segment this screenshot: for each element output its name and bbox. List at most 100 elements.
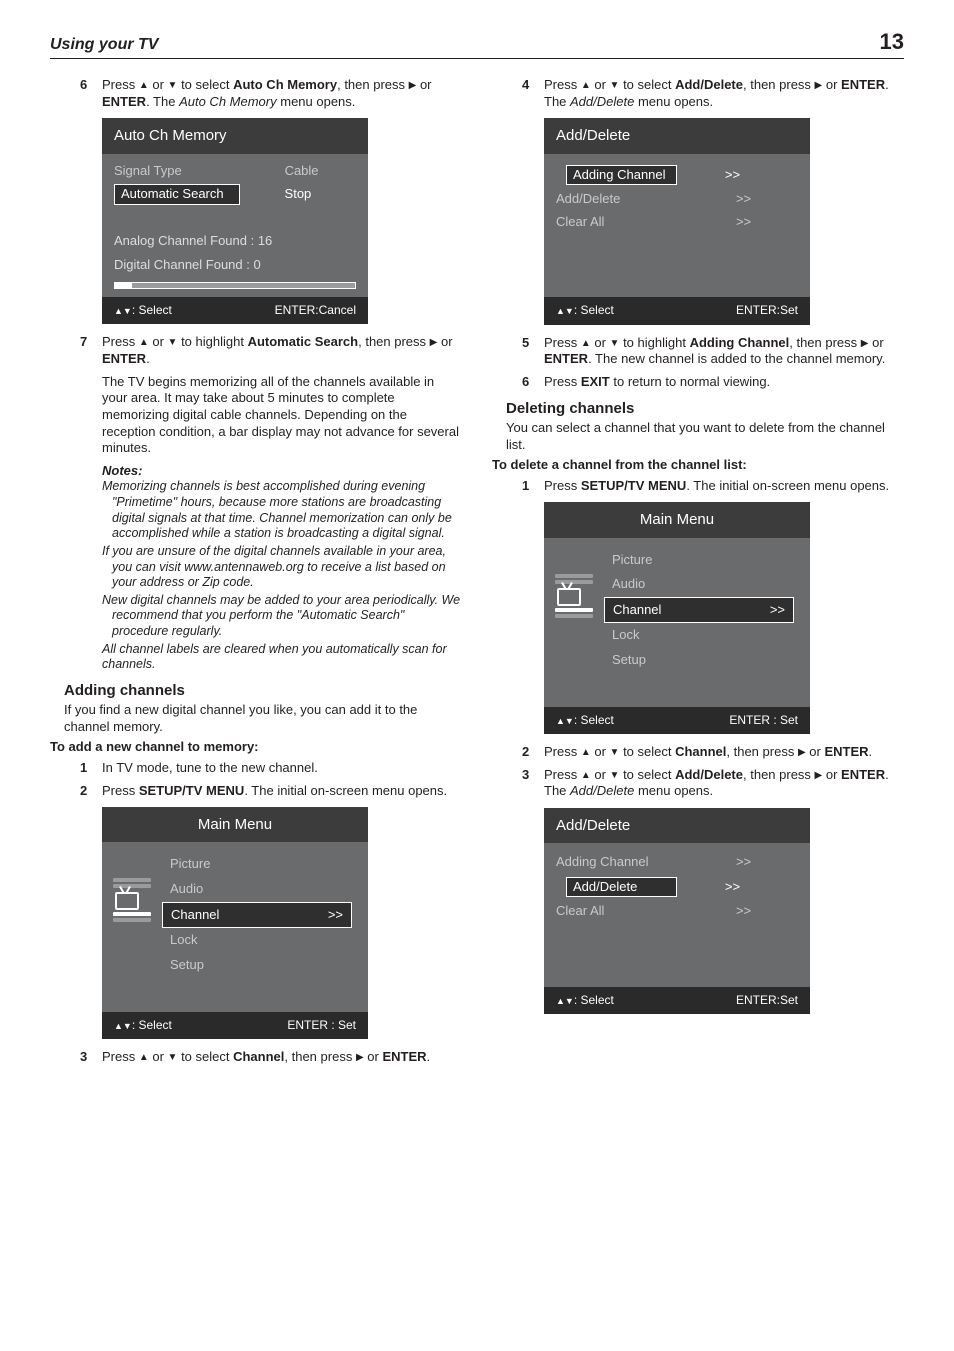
text: : Select xyxy=(574,303,614,317)
osd-item-audio: Audio xyxy=(604,572,800,597)
step-body: Press ▲ or ▼ to highlight Automatic Sear… xyxy=(102,334,462,367)
osd-label: Signal Type xyxy=(114,163,247,180)
text: , then press xyxy=(726,744,798,759)
osd-label: Add/Delete xyxy=(556,191,689,208)
step-body: Press ▲ or ▼ to select Auto Ch Memory, t… xyxy=(102,77,462,110)
bold-term: Channel xyxy=(233,1049,284,1064)
text: , then press xyxy=(337,77,409,92)
osd-body: Adding Channel >> Add/Delete >> Clear Al… xyxy=(544,843,810,987)
to-delete-heading: To delete a channel from the channel lis… xyxy=(492,457,904,474)
osd-title: Auto Ch Memory xyxy=(102,118,368,153)
osd-title: Add/Delete xyxy=(544,118,810,153)
osd-row-add-delete: Add/Delete >> xyxy=(544,188,810,211)
italic-term: Auto Ch Memory xyxy=(179,94,277,109)
bold-term: ENTER xyxy=(544,351,588,366)
right-icon: ▶ xyxy=(356,1052,364,1063)
text: : Select xyxy=(132,303,172,317)
text: . The new channel is added to the channe… xyxy=(588,351,885,366)
text: to select xyxy=(177,1049,233,1064)
bold-term: ENTER xyxy=(382,1049,426,1064)
osd-foot-enter: ENTER : Set xyxy=(729,713,798,728)
tv-shape-icon xyxy=(555,584,579,606)
italic-term: Add/Delete xyxy=(570,94,634,109)
bold-term: ENTER xyxy=(841,767,885,782)
bold-term: Add/Delete xyxy=(675,77,743,92)
bold-term: Adding Channel xyxy=(690,335,790,350)
osd-foot-select: ▲▼: Select xyxy=(556,713,614,728)
osd-arrow: >> xyxy=(328,907,343,924)
step-body: Press SETUP/TV MENU. The initial on-scre… xyxy=(102,783,462,800)
osd-foot-select: ▲▼: Select xyxy=(114,1018,172,1033)
up-icon: ▲ xyxy=(139,1052,149,1063)
add-step-3: 3 Press ▲ or ▼ to select Channel, then p… xyxy=(50,1049,462,1066)
osd-label: Setup xyxy=(612,652,792,669)
text: or xyxy=(149,77,168,92)
text: or xyxy=(868,335,883,350)
step-number: 1 xyxy=(80,760,102,777)
bold-term: Automatic Search xyxy=(248,334,359,349)
osd-label: Picture xyxy=(170,856,350,873)
osd-body: Picture Audio Channel>> Lock Setup xyxy=(544,538,810,707)
updown-icon: ▲▼ xyxy=(114,1021,132,1031)
bar-icon xyxy=(555,574,593,578)
osd-item-picture: Picture xyxy=(162,852,358,877)
text: : Select xyxy=(132,1018,172,1032)
text: . xyxy=(427,1049,431,1064)
bar-icon xyxy=(113,912,151,916)
osd-body: Adding Channel >> Add/Delete >> Clear Al… xyxy=(544,154,810,298)
text: or xyxy=(591,335,610,350)
right-icon: ▶ xyxy=(798,747,806,758)
osd-foot-enter: ENTER:Set xyxy=(736,303,798,318)
step-6: 6 Press ▲ or ▼ to select Auto Ch Memory,… xyxy=(50,77,462,110)
osd-label: Lock xyxy=(612,627,792,644)
text: to select xyxy=(177,77,233,92)
step-body: Press ▲ or ▼ to select Channel, then pre… xyxy=(102,1049,462,1066)
osd-digital-found: Digital Channel Found : 0 xyxy=(102,253,368,278)
osd-label: Audio xyxy=(612,576,792,593)
osd-menu-list: Picture Audio Channel>> Lock Setup xyxy=(162,848,368,1005)
add-step-2: 2 Press SETUP/TV MENU. The initial on-sc… xyxy=(50,783,462,800)
text: to highlight xyxy=(177,334,247,349)
osd-title: Main Menu xyxy=(544,502,810,537)
osd-label: Clear All xyxy=(556,903,689,920)
step-number: 3 xyxy=(522,767,544,800)
deleting-channels-para: You can select a channel that you want t… xyxy=(492,420,904,453)
down-icon: ▼ xyxy=(610,747,620,758)
osd-row-clear-all: Clear All >> xyxy=(544,900,810,923)
osd-title: Add/Delete xyxy=(544,808,810,843)
updown-icon: ▲▼ xyxy=(556,306,574,316)
osd-arrow: >> xyxy=(689,903,798,920)
bold-term: ENTER xyxy=(102,94,146,109)
osd-item-setup: Setup xyxy=(604,648,800,673)
step-number: 7 xyxy=(80,334,102,367)
adding-channels-heading: Adding channels xyxy=(50,681,462,700)
left-column: 6 Press ▲ or ▼ to select Auto Ch Memory,… xyxy=(50,77,462,1071)
osd-foot-select: ▲▼: Select xyxy=(556,993,614,1008)
content-columns: 6 Press ▲ or ▼ to select Auto Ch Memory,… xyxy=(50,77,904,1071)
text: : Select xyxy=(574,993,614,1007)
osd-row-adding-channel-selected: Adding Channel >> xyxy=(554,162,800,189)
text: Press xyxy=(102,1049,139,1064)
osd-icon-column xyxy=(544,544,604,701)
osd-progress-bar xyxy=(114,282,356,289)
osd-arrow: >> xyxy=(689,854,798,871)
osd-arrow: >> xyxy=(677,879,788,896)
osd-icon-column xyxy=(102,848,162,1005)
text: , then press xyxy=(743,767,815,782)
step-body: Press SETUP/TV MENU. The initial on-scre… xyxy=(544,478,904,495)
to-add-heading: To add a new channel to memory: xyxy=(50,739,462,756)
note-2: If you are unsure of the digital channel… xyxy=(50,544,462,591)
text: to return to normal viewing. xyxy=(610,374,770,389)
step-body: Press ▲ or ▼ to highlight Adding Channel… xyxy=(544,335,904,368)
del-step-1: 1 Press SETUP/TV MENU. The initial on-sc… xyxy=(492,478,904,495)
header-section-title: Using your TV xyxy=(50,35,158,55)
osd-label: Adding Channel xyxy=(556,854,689,871)
text: or xyxy=(437,334,452,349)
up-icon: ▲ xyxy=(139,337,149,348)
osd-label: Setup xyxy=(170,957,350,974)
text: or xyxy=(149,334,168,349)
text: or xyxy=(591,77,610,92)
text: menu opens. xyxy=(634,94,713,109)
up-icon: ▲ xyxy=(139,80,149,91)
text: Press xyxy=(102,77,139,92)
